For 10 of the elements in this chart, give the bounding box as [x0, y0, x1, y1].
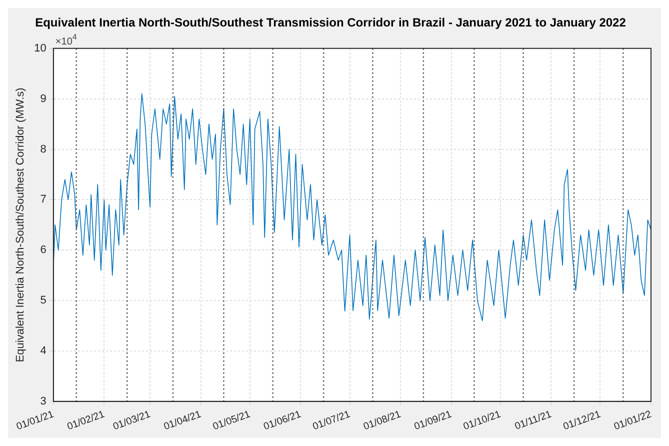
- y-tick-label: 8: [40, 143, 46, 156]
- y-tick-label: 4: [40, 345, 46, 358]
- y-tick-label: 3: [40, 395, 46, 408]
- y-axis-title: Equivalent Inertia North-South/Southest Corridor (MW.s): [14, 88, 27, 362]
- chart-title: Equivalent Inertia North-South/Southest Transmission Corridor in Brazil - January 2021 to January 2022: [35, 16, 626, 30]
- y-tick-label: 5: [40, 294, 46, 307]
- y-tick-label: 9: [40, 92, 46, 105]
- y-tick-label: 7: [40, 194, 46, 206]
- y-tick-label: 6: [40, 244, 46, 256]
- y-tick-label: 10: [34, 42, 46, 54]
